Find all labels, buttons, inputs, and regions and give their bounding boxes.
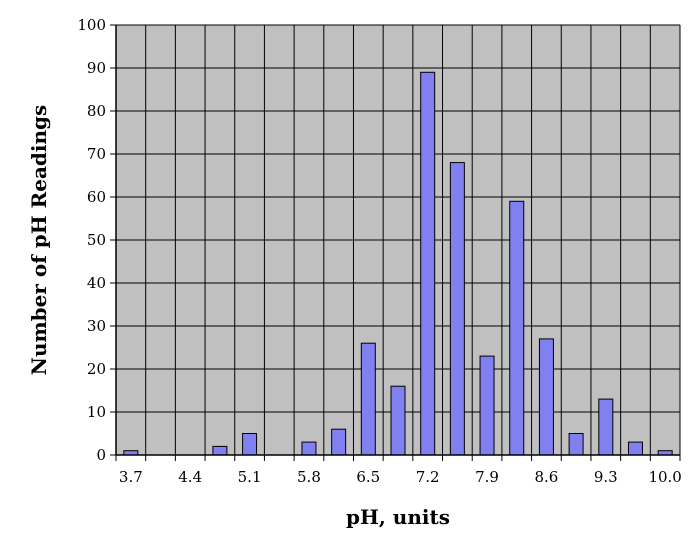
x-tick-label: 9.3	[594, 468, 618, 486]
x-tick-label: 7.2	[416, 468, 440, 486]
x-tick-label: 6.5	[356, 468, 380, 486]
bar-5.1	[242, 433, 258, 456]
x-tick-label: 10.0	[648, 468, 681, 486]
x-tick-label: 5.1	[238, 468, 262, 486]
bar-4.75	[212, 445, 228, 456]
y-tick-label: 40	[87, 274, 106, 292]
x-axis-title: pH, units	[346, 505, 450, 529]
y-tick-label: 80	[87, 102, 106, 120]
x-tick-labels: 3.7 4.4 5.1 5.8 6.5 7.2 7.9 8.6 9.3 10.0	[119, 468, 682, 486]
y-axis-title: Number of pH Readings	[27, 105, 51, 376]
bar-8.6	[538, 338, 554, 456]
bar-6.85	[390, 385, 406, 456]
y-tick-label: 10	[87, 403, 106, 421]
y-tick-label: 50	[87, 231, 106, 249]
bar-8.25	[509, 200, 525, 456]
x-tick-label: 7.9	[475, 468, 499, 486]
bar-6.5	[360, 342, 376, 456]
y-tick-label: 60	[87, 188, 106, 206]
bar-7.55	[449, 162, 465, 456]
bar-7.9	[479, 355, 495, 456]
x-tick-label: 8.6	[534, 468, 558, 486]
bar-9.65	[627, 441, 643, 456]
bar-6.15	[331, 428, 347, 456]
bars	[123, 71, 673, 456]
bar-7.2	[420, 71, 436, 456]
x-tick-label: 3.7	[119, 468, 143, 486]
y-tick-labels: 0 10 20 30 40 50 60 70 80 90 100	[77, 16, 106, 464]
bar-5.8	[301, 441, 317, 456]
y-tick-label: 90	[87, 59, 106, 77]
y-tick-label: 0	[96, 446, 106, 464]
axes	[110, 24, 681, 461]
bar-9.3	[598, 398, 614, 456]
x-tick-label: 4.4	[178, 468, 202, 486]
y-tick-label: 20	[87, 360, 106, 378]
y-tick-label: 70	[87, 145, 106, 163]
x-tick-label: 5.8	[297, 468, 321, 486]
y-tick-label: 30	[87, 317, 106, 335]
gridlines	[115, 24, 681, 456]
bar-8.95	[568, 433, 584, 456]
y-tick-label: 100	[77, 16, 106, 34]
